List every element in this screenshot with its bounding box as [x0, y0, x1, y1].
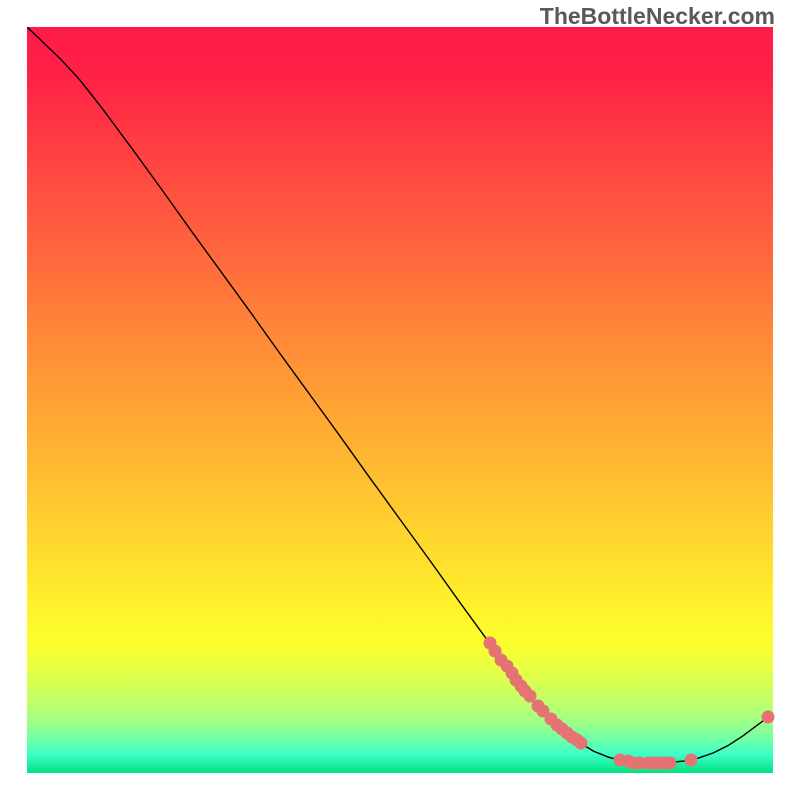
data-point-marker — [664, 756, 677, 769]
data-point-marker — [575, 737, 588, 750]
data-point-marker — [684, 753, 697, 766]
data-point-marker — [761, 711, 774, 724]
plot-area — [27, 27, 773, 773]
watermark-text: TheBottleNecker.com — [540, 3, 775, 30]
chart-canvas: TheBottleNecker.com — [0, 0, 800, 800]
markers-layer — [27, 27, 773, 773]
